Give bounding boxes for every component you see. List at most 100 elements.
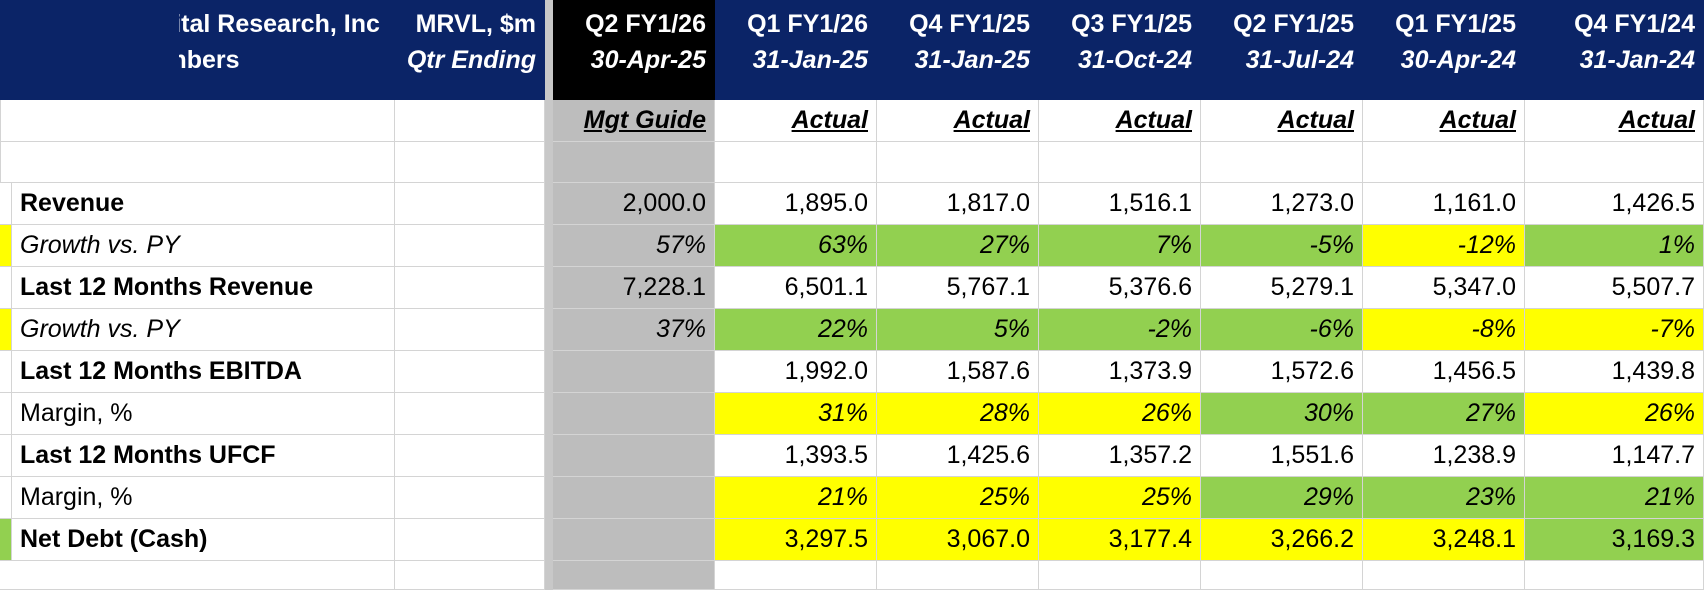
row-label[interactable]: Growth vs. PY (0, 309, 395, 351)
column-basis[interactable]: Actual (1201, 100, 1363, 142)
value-cell[interactable]: 25% (877, 477, 1039, 519)
value-cell[interactable]: 25% (1039, 477, 1201, 519)
value-cell[interactable]: 1,426.5 (1525, 183, 1704, 225)
value-cell[interactable] (553, 393, 715, 435)
partial-cell[interactable] (0, 309, 12, 351)
value-cell[interactable]: 3,266.2 (1201, 519, 1363, 561)
row-units-cell[interactable] (395, 477, 545, 519)
value-cell[interactable]: 5,347.0 (1363, 267, 1525, 309)
row-label[interactable]: Margin, % (0, 393, 395, 435)
column-basis[interactable]: Mgt Guide (553, 100, 715, 142)
value-cell[interactable]: 5% (877, 309, 1039, 351)
blank-cell[interactable] (0, 561, 395, 590)
column-date[interactable]: 31-Jul-24 (1201, 42, 1363, 100)
blank-cell[interactable] (395, 100, 545, 142)
column-date-partial[interactable] (0, 42, 179, 100)
column-date[interactable]: 31-Oct-24 (1039, 42, 1201, 100)
blank-cell[interactable] (395, 561, 545, 590)
value-cell[interactable]: -6% (1201, 309, 1363, 351)
value-cell[interactable]: 5,767.1 (877, 267, 1039, 309)
value-cell[interactable]: 5,507.7 (1525, 267, 1704, 309)
blank-cell[interactable] (1363, 142, 1525, 183)
value-cell[interactable]: 3,248.1 (1363, 519, 1525, 561)
column-quarter[interactable]: Q1 FY1/25 (1363, 0, 1525, 42)
value-cell[interactable]: 1,273.0 (1201, 183, 1363, 225)
column-date[interactable]: 30-Apr-24 (1363, 42, 1525, 100)
column-basis[interactable]: Actual (877, 100, 1039, 142)
row-label[interactable]: Net Debt (Cash) (0, 519, 395, 561)
value-cell[interactable]: 57% (553, 225, 715, 267)
value-cell[interactable]: 5,376.6 (1039, 267, 1201, 309)
blank-cell[interactable] (0, 100, 1, 142)
value-cell[interactable]: 63% (715, 225, 877, 267)
column-quarter[interactable]: Q2 FY1/25 (1201, 0, 1363, 42)
value-cell[interactable]: 1,393.5 (715, 435, 877, 477)
blank-cell[interactable] (553, 561, 715, 590)
value-cell[interactable]: 37% (553, 309, 715, 351)
blank-cell[interactable] (553, 142, 715, 183)
value-cell[interactable]: 5,279.1 (1201, 267, 1363, 309)
column-date[interactable]: 31-Jan-25 (877, 42, 1039, 100)
row-units-cell[interactable] (395, 309, 545, 351)
row-label[interactable]: Revenue (0, 183, 395, 225)
value-cell[interactable]: 21% (1525, 477, 1704, 519)
blank-cell[interactable] (877, 142, 1039, 183)
row-units-cell[interactable] (395, 267, 545, 309)
value-cell[interactable]: 1,551.6 (1201, 435, 1363, 477)
blank-cell[interactable] (1363, 561, 1525, 590)
partial-cell[interactable] (0, 435, 12, 477)
row-label[interactable]: Last 12 Months Revenue (0, 267, 395, 309)
value-cell[interactable] (553, 435, 715, 477)
value-cell[interactable]: 6,501.1 (715, 267, 877, 309)
value-cell[interactable]: 7,228.1 (553, 267, 715, 309)
value-cell[interactable]: 1,238.9 (1363, 435, 1525, 477)
blank-cell[interactable] (0, 100, 395, 142)
column-date[interactable]: 31-Jan-24 (1525, 42, 1704, 100)
value-cell[interactable]: 1,147.7 (1525, 435, 1704, 477)
row-units-cell[interactable] (395, 351, 545, 393)
value-cell[interactable]: 21% (715, 477, 877, 519)
blank-cell[interactable] (1039, 142, 1201, 183)
column-date[interactable]: 30-Apr-25 (553, 42, 715, 100)
row-units-cell[interactable] (395, 393, 545, 435)
value-cell[interactable]: 1,572.6 (1201, 351, 1363, 393)
value-cell[interactable]: 3,177.4 (1039, 519, 1201, 561)
value-cell[interactable]: 1,587.6 (877, 351, 1039, 393)
header-qtr-ending[interactable]: Qtr Ending (395, 42, 545, 100)
value-cell[interactable]: 1,456.5 (1363, 351, 1525, 393)
partial-cell[interactable] (0, 393, 12, 435)
value-cell[interactable] (553, 351, 715, 393)
value-cell[interactable]: 3,169.3 (1525, 519, 1704, 561)
value-cell[interactable]: 2,000.0 (553, 183, 715, 225)
value-cell[interactable]: -7% (1525, 309, 1704, 351)
column-date[interactable]: 31-Jan-25 (715, 42, 877, 100)
value-cell[interactable]: 1% (1525, 225, 1704, 267)
value-cell[interactable]: 7% (1039, 225, 1201, 267)
row-units-cell[interactable] (395, 183, 545, 225)
column-quarter[interactable]: Q4 FY1/25 (877, 0, 1039, 42)
blank-cell[interactable] (1525, 142, 1704, 183)
column-basis[interactable]: Actual (1525, 100, 1704, 142)
value-cell[interactable]: 3,067.0 (877, 519, 1039, 561)
partial-cell[interactable] (0, 519, 12, 561)
column-basis[interactable]: Actual (1363, 100, 1525, 142)
blank-cell[interactable] (715, 142, 877, 183)
value-cell[interactable]: -8% (1363, 309, 1525, 351)
blank-cell[interactable] (715, 561, 877, 590)
value-cell[interactable]: 1,425.6 (877, 435, 1039, 477)
value-cell[interactable]: 27% (1363, 393, 1525, 435)
value-cell[interactable]: 1,516.1 (1039, 183, 1201, 225)
column-quarter[interactable]: Q2 FY1/26 (553, 0, 715, 42)
row-units-cell[interactable] (395, 435, 545, 477)
value-cell[interactable]: -5% (1201, 225, 1363, 267)
blank-cell[interactable] (395, 142, 545, 183)
header-ticker-units[interactable]: MRVL, $m (395, 0, 545, 42)
partial-cell[interactable] (0, 183, 12, 225)
value-cell[interactable]: 23% (1363, 477, 1525, 519)
value-cell[interactable]: 27% (877, 225, 1039, 267)
row-units-cell[interactable] (395, 519, 545, 561)
partial-cell[interactable] (0, 225, 12, 267)
value-cell[interactable]: 3,297.5 (715, 519, 877, 561)
value-cell[interactable]: 31% (715, 393, 877, 435)
partial-cell[interactable] (0, 267, 12, 309)
